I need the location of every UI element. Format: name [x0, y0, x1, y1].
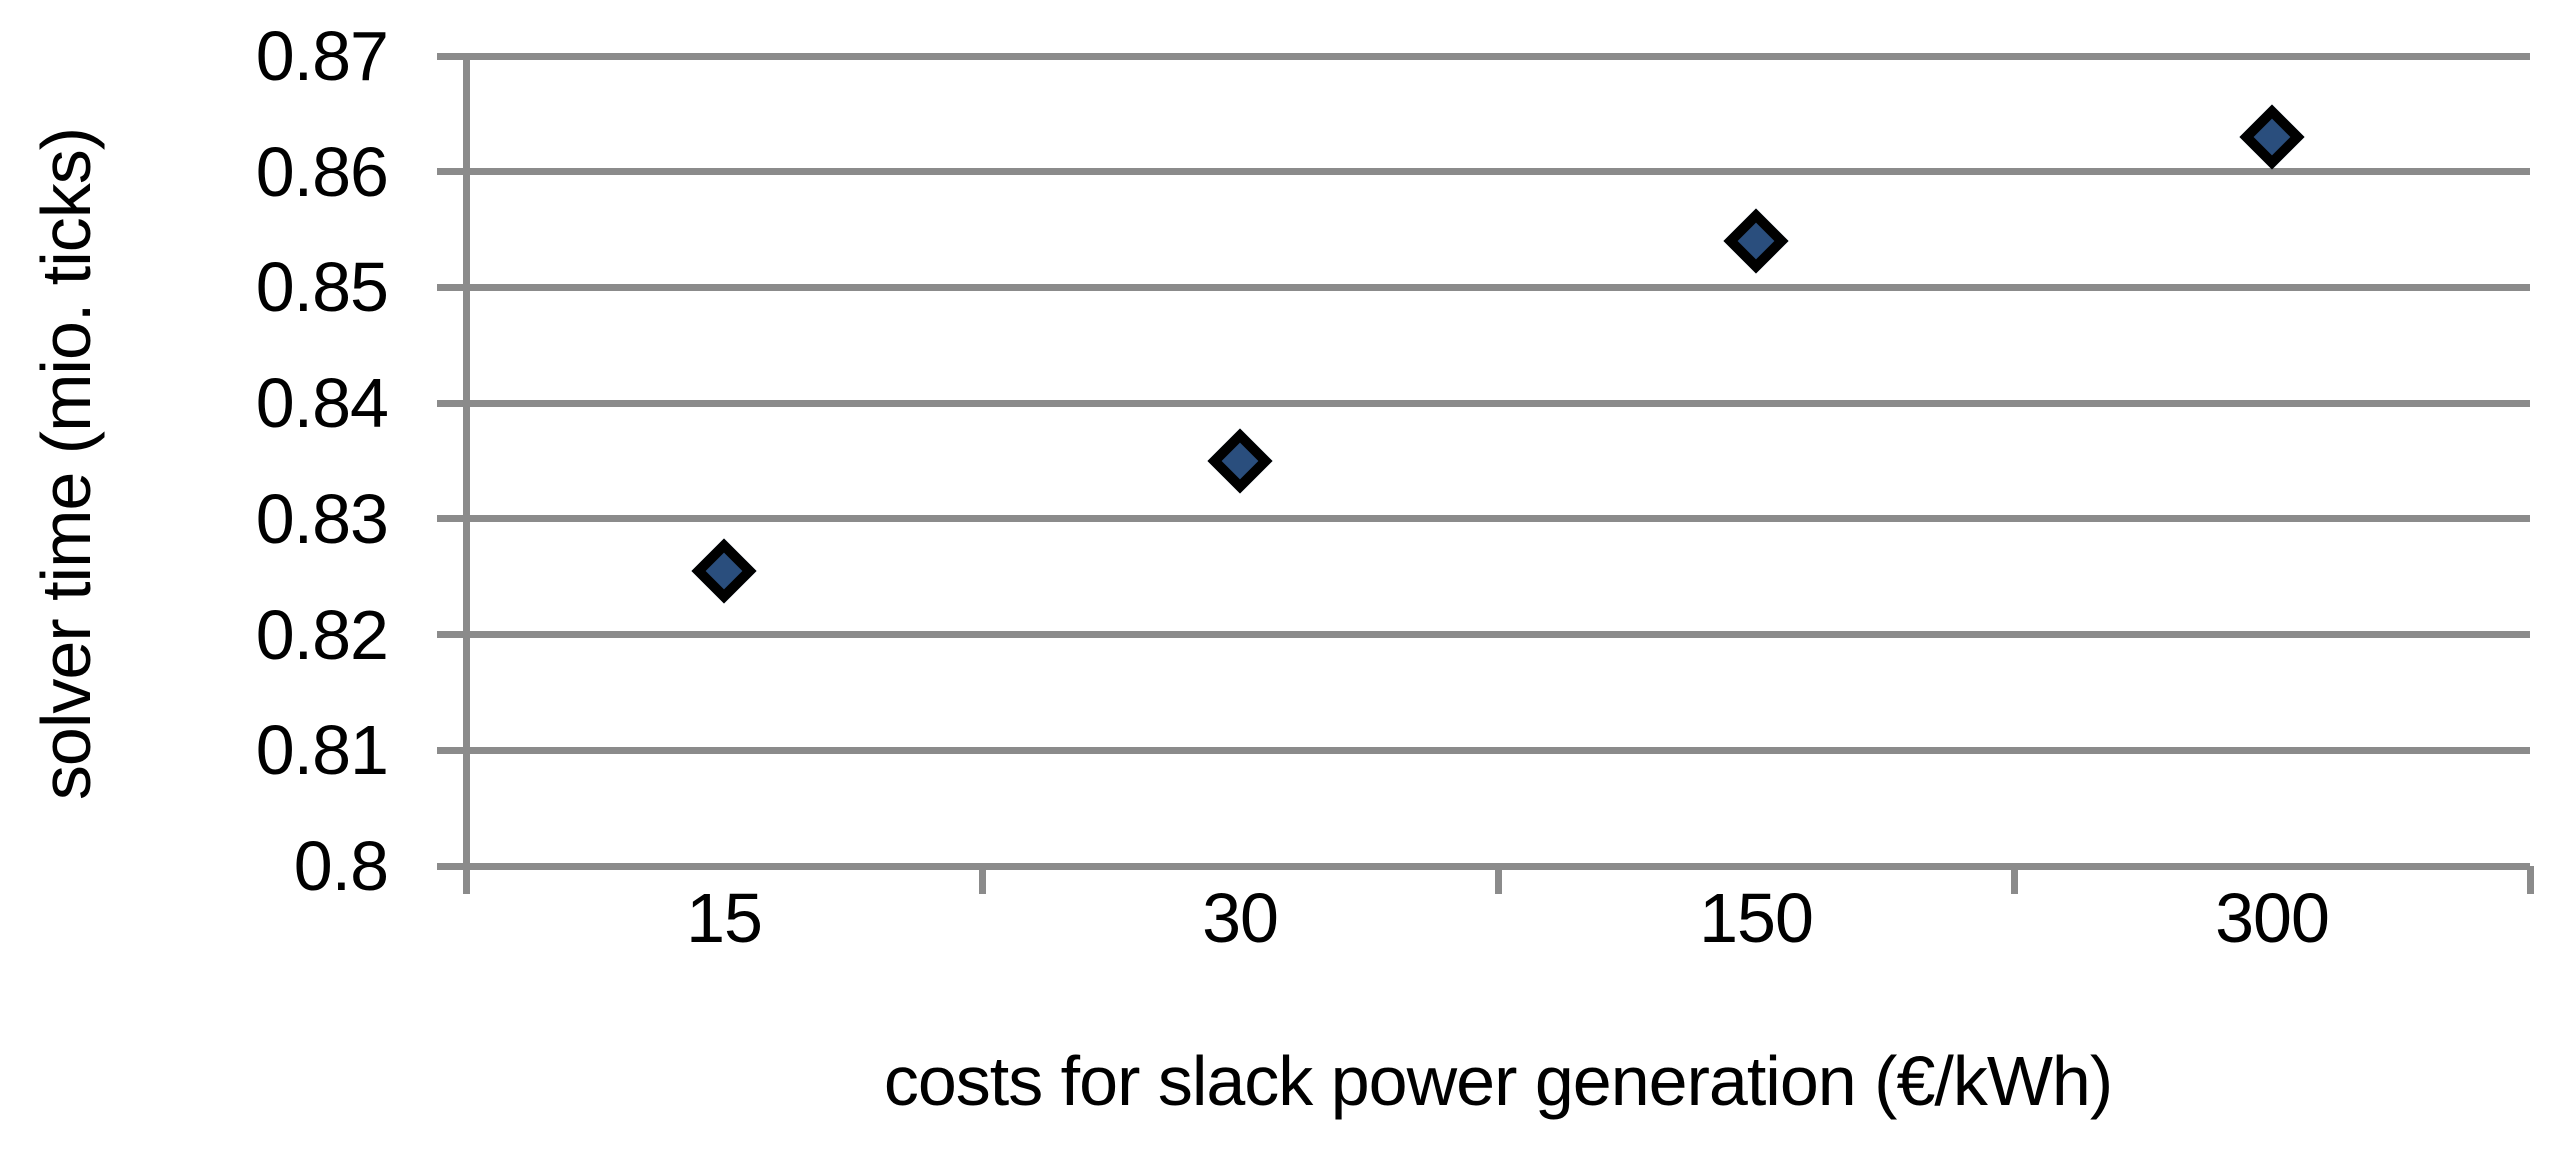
data-point-marker-150 [1723, 208, 1789, 274]
y-tick-label: 0.83 [255, 479, 389, 558]
y-tick-label: 0.84 [255, 364, 389, 443]
x-tick-label: 300 [2215, 879, 2330, 957]
gridline [437, 52, 2530, 60]
x-axis-tick [2010, 866, 2018, 894]
x-axis-tick [1494, 866, 1502, 894]
gridline [437, 283, 2530, 291]
y-tick-label: 0.82 [255, 595, 389, 674]
x-tick-label: 150 [1699, 879, 1814, 957]
y-tick-label: 0.85 [255, 248, 389, 327]
y-tick-label: 0.8 [293, 827, 389, 905]
data-point-marker-15 [691, 538, 757, 604]
x-axis-tick [978, 866, 986, 894]
gridline [437, 631, 2530, 639]
y-axis-line [462, 56, 470, 894]
data-point-marker-30 [1207, 428, 1273, 494]
y-tick-label: 0.86 [255, 132, 389, 211]
x-tick-label: 15 [686, 879, 763, 957]
y-axis-title: solver time (mio. ticks) [27, 127, 105, 801]
gridline [437, 746, 2530, 754]
gridline [437, 168, 2530, 176]
y-tick-label: 0.81 [255, 711, 389, 790]
x-axis-line [437, 862, 2530, 870]
x-axis-tick [2526, 866, 2534, 894]
gridline [437, 515, 2530, 523]
gridline [437, 399, 2530, 407]
x-tick-label: 30 [1202, 879, 1279, 957]
y-tick-label: 0.87 [255, 17, 389, 95]
data-point-marker-300 [2239, 104, 2305, 170]
x-axis-title: costs for slack power generation (€/kWh) [883, 1042, 2113, 1120]
